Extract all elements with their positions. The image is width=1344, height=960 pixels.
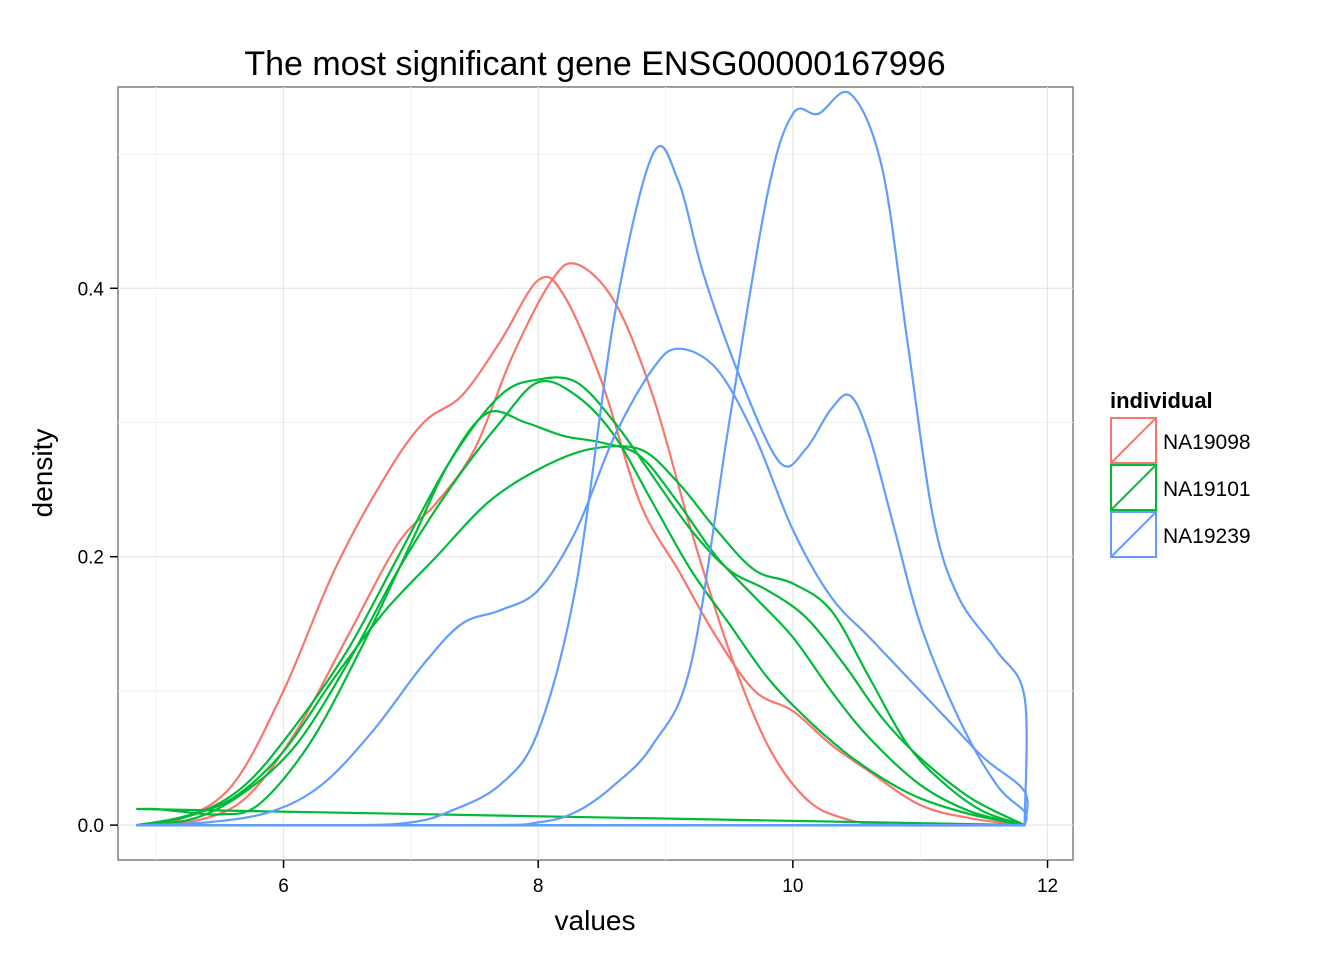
density-curve-na19101-2 — [136, 410, 1026, 827]
y-tick-label: 0.2 — [78, 548, 104, 569]
x-tick-label: 10 — [782, 876, 803, 897]
legend-title: individual — [1110, 388, 1213, 413]
x-tick-label: 8 — [533, 876, 544, 897]
x-tick-label: 6 — [278, 876, 289, 897]
density-curve-na19101-4 — [136, 444, 1026, 827]
y-axis: 0.0 0.2 0.4 — [78, 279, 118, 837]
y-axis-title: density — [27, 429, 58, 518]
density-curve-na19239-7 — [136, 145, 1028, 827]
density-curve-na19101-5 — [136, 380, 1026, 827]
y-tick-label: 0.4 — [78, 279, 105, 300]
x-axis-title: values — [555, 905, 636, 936]
density-curve-na19101-3 — [136, 376, 1026, 827]
legend: individual NA19098 NA19101 NA19239 — [1110, 388, 1251, 558]
legend-key-line — [1110, 511, 1157, 558]
x-tick-label: 12 — [1037, 876, 1058, 897]
x-axis: 6 8 10 12 — [278, 860, 1058, 897]
legend-key-line — [1110, 464, 1157, 511]
legend-label-na19098: NA19098 — [1163, 431, 1251, 454]
density-curve-na19098-0 — [136, 275, 1026, 827]
y-tick-label: 0.0 — [78, 816, 104, 837]
chart-title: The most significant gene ENSG0000016799… — [244, 45, 945, 83]
plot-panel — [117, 86, 1074, 861]
legend-key-line — [1110, 417, 1157, 464]
density-curve-na19239-6 — [136, 347, 1029, 827]
density-curve-na19239-8 — [136, 90, 1028, 827]
series-layer — [136, 90, 1029, 827]
legend-label-na19101: NA19101 — [1163, 478, 1251, 501]
legend-label-na19239: NA19239 — [1163, 525, 1251, 548]
